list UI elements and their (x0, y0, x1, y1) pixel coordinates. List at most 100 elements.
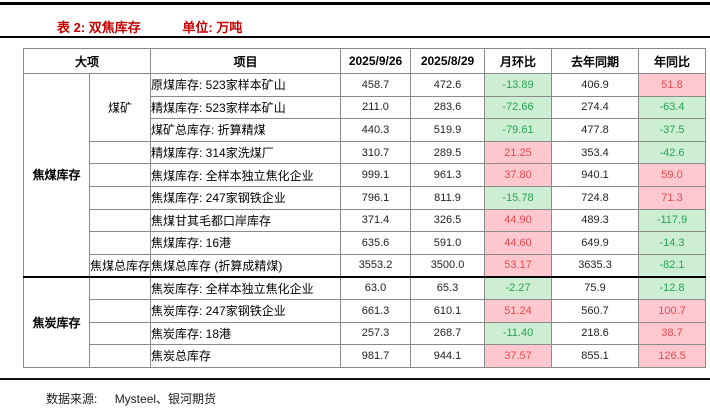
table-row: 焦炭库存: 247家钢铁企业 661.3 610.1 51.24 560.7 1… (24, 298, 707, 323)
cell-item: 焦煤总库存 (折算成精煤) (150, 253, 342, 278)
cell-previous: 519.9 (410, 118, 486, 142)
cell-subcategory-empty (88, 231, 152, 255)
cell-previous: 811.9 (410, 185, 486, 210)
cell-yoy: -82.1 (638, 253, 707, 278)
cell-last-year: 560.7 (551, 298, 640, 323)
cell-previous: 610.1 (410, 298, 486, 323)
cell-previous: 961.3 (410, 163, 486, 187)
cell-yoy: 71.3 (638, 185, 707, 210)
cell-item: 焦煤甘其毛都口岸库存 (150, 208, 342, 233)
table-unit-label: 单位: 万吨 (182, 20, 243, 35)
cell-current: 635.6 (340, 231, 412, 255)
cell-previous: 65.3 (410, 275, 486, 300)
cell-last-year: 218.6 (551, 321, 640, 346)
data-source-label: 数据来源: (46, 392, 98, 406)
cell-subcategory-empty (88, 275, 152, 300)
cell-item: 原煤库存: 523家样本矿山 (150, 73, 342, 97)
cell-subcategory-coal-mine: 煤矿 (88, 73, 152, 142)
cell-previous: 3500.0 (410, 253, 486, 278)
table-row: 焦煤库存: 247家钢铁企业 796.1 811.9 -15.78 724.8 … (24, 185, 707, 210)
cell-last-year: 489.3 (551, 208, 640, 233)
cell-current: 310.7 (340, 140, 412, 165)
cell-subcategory-coking-coal-total: 焦煤总库存 (88, 253, 152, 278)
cell-subcategory-empty (88, 163, 152, 187)
cell-last-year: 406.9 (551, 73, 640, 97)
cell-yoy: -42.6 (638, 140, 707, 165)
col-header-item: 项目 (150, 48, 342, 74)
cell-yoy: -14.3 (638, 231, 707, 255)
data-source-value: Mysteel、银河期货 (114, 392, 217, 406)
table-row: 焦煤总库存 焦煤总库存 (折算成精煤) 3553.2 3500.0 53.17 … (24, 253, 707, 278)
cell-mom: -13.89 (484, 73, 553, 97)
cell-yoy: -63.4 (638, 95, 707, 120)
cell-item: 焦煤库存: 16港 (150, 231, 342, 255)
table-row: 焦炭总库存 981.7 944.1 37.57 855.1 126.5 (24, 344, 707, 368)
cell-previous: 472.6 (410, 73, 486, 97)
cell-mom: 37.80 (484, 163, 553, 187)
table-row: 焦炭库存 焦炭库存: 全样本独立焦化企业 63.0 65.3 -2.27 75.… (23, 275, 707, 368)
cell-current: 999.1 (340, 163, 412, 187)
cell-last-year: 3635.3 (551, 253, 640, 278)
table-row: 精煤库存: 523家样本矿山 211.0 283.6 -72.66 274.4 … (24, 95, 707, 120)
cell-mom: -79.61 (484, 118, 553, 142)
table-row: 精煤库存: 314家洗煤厂 310.7 289.5 21.25 353.4 -4… (24, 140, 707, 165)
cell-item: 焦炭总库存 (150, 344, 342, 368)
cell-current: 3553.2 (340, 253, 412, 278)
cell-mom: 53.17 (484, 253, 553, 278)
cell-last-year: 274.4 (551, 95, 640, 120)
cell-yoy: 100.7 (638, 298, 707, 323)
inventory-table: 大项 项目 2025/9/26 2025/8/29 月环比 去年同期 年同比 焦… (22, 48, 707, 368)
table-row: 煤矿总库存: 折算精煤 440.3 519.9 -79.61 477.8 -37… (24, 118, 707, 142)
cell-last-year: 724.8 (551, 185, 640, 210)
cell-yoy: -117.9 (638, 208, 707, 233)
cell-last-year: 649.9 (551, 231, 640, 255)
cell-last-year: 855.1 (551, 344, 640, 368)
table-row: 焦煤甘其毛都口岸库存 371.4 326.5 44.90 489.3 -117.… (24, 208, 707, 233)
header-row: 大项 项目 2025/9/26 2025/8/29 月环比 去年同期 年同比 (22, 48, 707, 74)
col-header-date-current: 2025/9/26 (340, 48, 412, 74)
data-source: 数据来源: Mysteel、银河期货 (46, 390, 216, 407)
footer-divider (0, 378, 710, 380)
cell-yoy: 38.7 (638, 321, 707, 346)
cell-current: 63.0 (340, 275, 412, 300)
title-divider (0, 36, 710, 38)
table-title: 表 2: 双焦库存 (57, 20, 141, 35)
cell-current: 211.0 (340, 95, 412, 120)
cell-mom: 37.57 (484, 344, 553, 368)
cell-last-year: 75.9 (551, 275, 640, 300)
cell-mom: -15.78 (484, 185, 553, 210)
cell-yoy: 59.0 (638, 163, 707, 187)
cell-mom: -11.40 (484, 321, 553, 346)
cell-previous: 268.7 (410, 321, 486, 346)
table-row: 焦炭库存: 18港 257.3 268.7 -11.40 218.6 38.7 (24, 321, 707, 346)
cell-current: 371.4 (340, 208, 412, 233)
col-header-category: 大项 (22, 48, 152, 74)
cell-current: 796.1 (340, 185, 412, 210)
cell-current: 458.7 (340, 73, 412, 97)
table-row: 焦煤库存 煤矿 原煤库存: 523家样本矿山 458.7 472.6 -13.8… (23, 72, 707, 278)
cell-mom: 51.24 (484, 298, 553, 323)
cell-subcategory-empty (88, 185, 152, 210)
cell-yoy: 51.8 (638, 73, 707, 97)
cell-item: 焦炭库存: 18港 (150, 321, 342, 346)
cell-item: 精煤库存: 314家洗煤厂 (150, 140, 342, 165)
cell-mom: 21.25 (484, 140, 553, 165)
cell-item: 焦炭库存: 全样本独立焦化企业 (150, 275, 342, 300)
cell-current: 661.3 (340, 298, 412, 323)
cell-item: 煤矿总库存: 折算精煤 (150, 118, 342, 142)
cell-subcategory-empty (88, 344, 152, 368)
cell-subcategory-empty (88, 321, 152, 346)
cell-mom: 44.90 (484, 208, 553, 233)
cell-category-coke: 焦炭库存 (23, 275, 90, 368)
cell-yoy: 126.5 (638, 344, 707, 368)
cell-previous: 283.6 (410, 95, 486, 120)
cell-last-year: 477.8 (551, 118, 640, 142)
cell-previous: 591.0 (410, 231, 486, 255)
cell-yoy: -37.5 (638, 118, 707, 142)
table-row: 焦煤库存: 全样本独立焦化企业 999.1 961.3 37.80 940.1 … (24, 163, 707, 187)
cell-item: 焦煤库存: 247家钢铁企业 (150, 185, 342, 210)
top-divider (0, 2, 710, 5)
cell-category-coking-coal: 焦煤库存 (23, 72, 90, 278)
cell-previous: 944.1 (410, 344, 486, 368)
cell-current: 981.7 (340, 344, 412, 368)
